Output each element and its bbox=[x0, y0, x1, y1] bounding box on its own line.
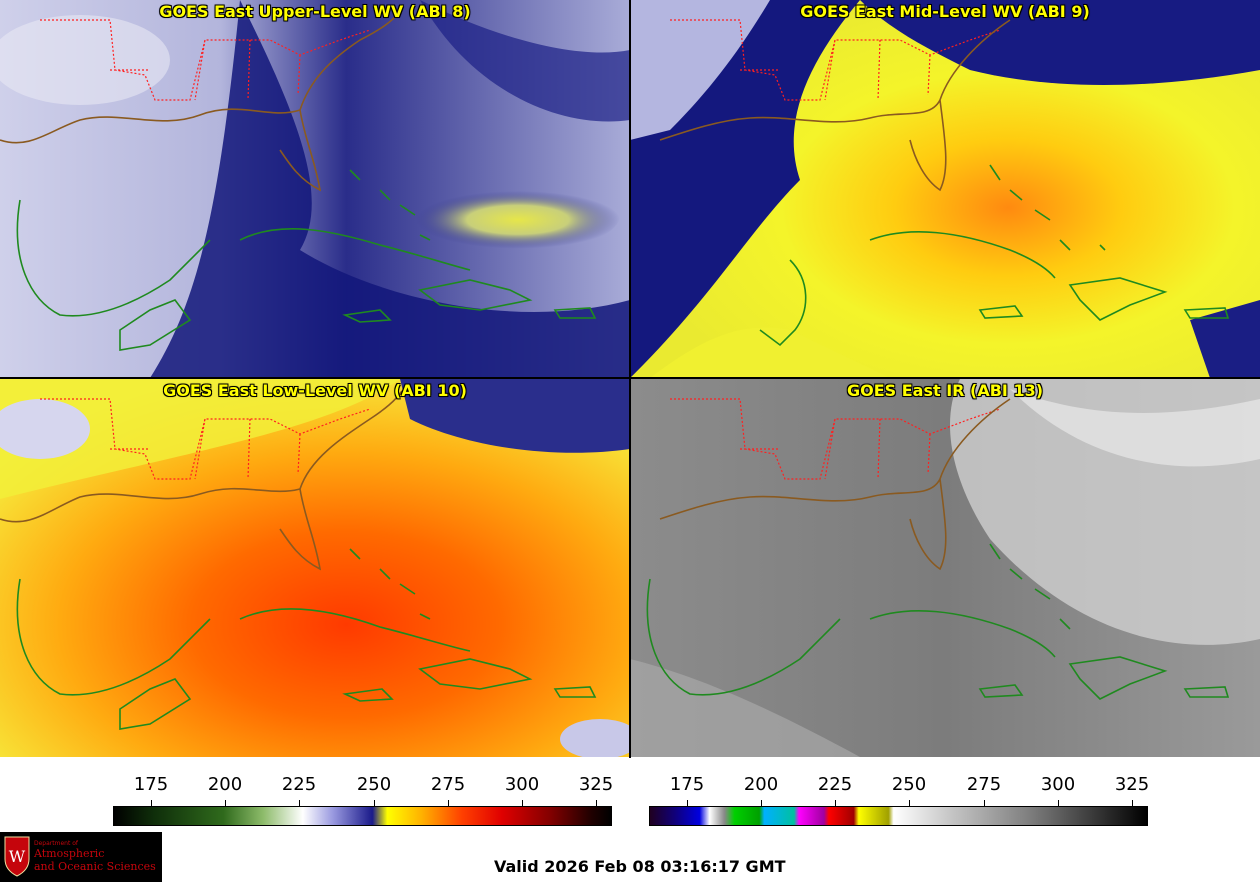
wv-colorbar: 175 200 225 250 275 300 325 bbox=[113, 760, 614, 830]
logo-line-1: Atmospheric bbox=[34, 847, 105, 860]
low-level-wv-panel: GOES East Low-Level WV (ABI 10) bbox=[0, 379, 630, 757]
wv-tick-label: 275 bbox=[430, 774, 466, 795]
ir-tick-label: 175 bbox=[669, 774, 705, 795]
wv-tick-label: 200 bbox=[207, 774, 243, 795]
panel-title: GOES East Upper-Level WV (ABI 8) bbox=[159, 2, 471, 21]
ir-tick-label: 225 bbox=[817, 774, 853, 795]
wv-tick-label: 325 bbox=[578, 774, 614, 795]
wv-tick-label: 250 bbox=[356, 774, 392, 795]
aos-logo: W Department of Atmospheric and Oceanic … bbox=[0, 832, 162, 882]
valid-time: Valid 2026 Feb 08 03:16:17 GMT bbox=[494, 857, 786, 876]
wv-tick-label: 175 bbox=[133, 774, 169, 795]
logo-line-2: and Oceanic Sciences bbox=[34, 860, 156, 873]
wv-colorbar-tick-labels: 175 200 225 250 275 300 325 bbox=[113, 774, 614, 796]
ir-tick-label: 275 bbox=[966, 774, 1002, 795]
ir-colorbar-gradient bbox=[649, 806, 1148, 826]
ir-colorbar-ticks bbox=[649, 800, 1148, 806]
wv-tick-label: 300 bbox=[504, 774, 540, 795]
ir-tick-label: 325 bbox=[1114, 774, 1150, 795]
uw-crest-icon: W bbox=[4, 836, 30, 877]
wv-colorbar-gradient bbox=[113, 806, 612, 826]
upper-level-wv-image bbox=[0, 0, 630, 378]
upper-level-wv-panel: GOES East Upper-Level WV (ABI 8) bbox=[0, 0, 630, 378]
wv-tick-label: 225 bbox=[281, 774, 317, 795]
svg-text:W: W bbox=[9, 847, 26, 866]
logo-dept-of: Department of bbox=[34, 840, 78, 847]
panel-title: GOES East IR (ABI 13) bbox=[846, 381, 1044, 400]
panel-divider-horizontal bbox=[0, 377, 1260, 379]
panel-title: GOES East Mid-Level WV (ABI 9) bbox=[800, 2, 1090, 21]
wv-colorbar-ticks bbox=[113, 800, 612, 806]
ir-panel: GOES East IR (ABI 13) bbox=[630, 379, 1260, 757]
low-level-wv-image bbox=[0, 379, 630, 757]
ir-tick-label: 200 bbox=[743, 774, 779, 795]
ir-tick-label: 250 bbox=[891, 774, 927, 795]
ir-tick-label: 300 bbox=[1040, 774, 1076, 795]
ir-colorbar: 175 200 225 250 275 300 325 bbox=[649, 760, 1150, 830]
ir-image bbox=[630, 379, 1260, 757]
ir-colorbar-tick-labels: 175 200 225 250 275 300 325 bbox=[649, 774, 1150, 796]
panel-divider-vertical bbox=[629, 0, 631, 758]
mid-level-wv-panel: GOES East Mid-Level WV (ABI 9) bbox=[630, 0, 1260, 378]
mid-level-wv-image bbox=[630, 0, 1260, 378]
panel-title: GOES East Low-Level WV (ABI 10) bbox=[163, 381, 467, 400]
